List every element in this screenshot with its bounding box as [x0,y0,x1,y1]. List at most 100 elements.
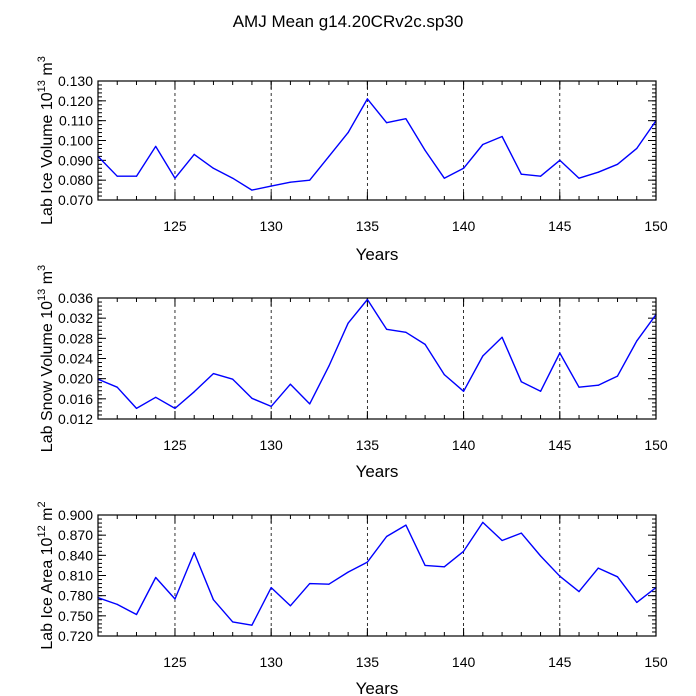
data-point [174,598,176,600]
y-tick-label: 0.900 [58,507,93,523]
y-label-text: m [39,271,56,289]
data-point [424,149,426,152]
panel-1: 125 130 135 140 145 150 0.070 0.080 0.090 0.100 0.… [36,56,668,264]
data-point [443,177,445,179]
y-tick-label: 0.020 [58,371,93,387]
x-tick-label: 125 [163,654,187,670]
x-tick-label: 150 [644,218,668,234]
data-point [366,561,368,563]
y-label-text: m [39,62,56,80]
x-tick-label: 150 [644,437,668,453]
x-axis-label: Years [356,462,399,481]
data-point [616,375,619,377]
data-point [539,175,542,177]
x-tick-label: 145 [548,218,572,234]
data-point [193,153,195,155]
x-tick-label: 135 [356,654,380,670]
data-point [539,555,542,557]
data-point [155,145,157,148]
chart-title: AMJ Mean g14.20CRv2c.sp30 [233,12,464,31]
data-point [193,391,195,393]
y-label-text: Lab Ice Volume 10 [39,92,56,225]
x-tick-label: 135 [356,218,380,234]
data-point [116,386,118,388]
data-point [520,173,522,175]
x-axis-label: Years [356,245,399,264]
data-point [386,535,388,538]
data-point [135,175,138,177]
series-line [97,521,657,626]
data-point [597,171,599,173]
data-point [636,147,638,150]
data-point [212,167,215,169]
data-point [443,374,445,376]
data-point [578,386,580,388]
data-point [289,181,292,183]
x-tick-label: 140 [452,218,476,234]
x-tick-label: 135 [356,437,380,453]
y-tick-label: 0.130 [58,73,93,89]
data-point [405,331,407,333]
data-point [309,582,311,585]
data-point [578,591,580,593]
data-point [501,135,503,138]
data-point [116,175,118,177]
x-tick-label: 130 [259,654,283,670]
data-point [559,575,561,577]
data-point [520,381,522,383]
y-label-text: Lab Snow Volume 10 [39,301,56,452]
data-point [116,603,118,606]
y-label-superscript: 2 [36,501,48,507]
y-label-text: m [39,508,56,526]
data-point [270,405,272,407]
plot-frame [97,514,657,637]
data-point [328,583,330,585]
x-tick-label: 125 [163,218,187,234]
data-point [520,532,522,534]
y-axis-label: Lab Snow Volume 1013 m3 [36,265,56,452]
data-point [462,550,465,552]
data-point [386,122,388,124]
y-tick-label: 0.012 [58,411,93,427]
y-label-superscript: 13 [36,289,48,301]
y-tick-label: 0.036 [58,290,93,306]
y-tick-label: 0.100 [58,133,93,149]
y-tick-label: 0.870 [58,527,93,543]
x-tick-label: 130 [259,437,283,453]
data-point [636,601,638,603]
data-point [289,605,292,607]
data-point [309,179,311,181]
y-tick-label: 0.780 [58,588,93,604]
x-tick-label: 125 [163,437,187,453]
data-point [539,390,542,392]
data-point [405,524,407,526]
data-point [501,336,503,338]
series-line [97,298,657,410]
y-tick-label: 0.070 [58,192,93,208]
data-point [559,352,561,354]
panel-3: 125 130 135 140 145 150 0.720 0.750 0.780 0.810 0.… [36,501,668,696]
data-point [155,396,157,398]
series-line [97,98,657,191]
y-label-superscript: 13 [36,80,48,92]
data-point [347,131,349,134]
data-point [347,571,349,573]
y-label-superscript: 12 [36,525,48,537]
data-point [193,552,195,554]
data-point [212,599,215,601]
data-point [232,177,234,179]
data-point [155,576,157,579]
data-point [347,322,349,324]
data-point [366,298,368,301]
data-point [328,365,330,367]
data-point [424,343,426,345]
y-tick-label: 0.840 [58,547,93,563]
data-point [135,613,138,616]
x-tick-label: 140 [452,437,476,453]
data-point [251,624,253,626]
x-tick-label: 145 [548,437,572,453]
y-axis-label: Lab Ice Volume 1013 m3 [36,56,56,225]
data-point [212,373,215,375]
y-tick-label: 0.032 [58,310,93,326]
y-tick-label: 0.024 [58,351,93,367]
